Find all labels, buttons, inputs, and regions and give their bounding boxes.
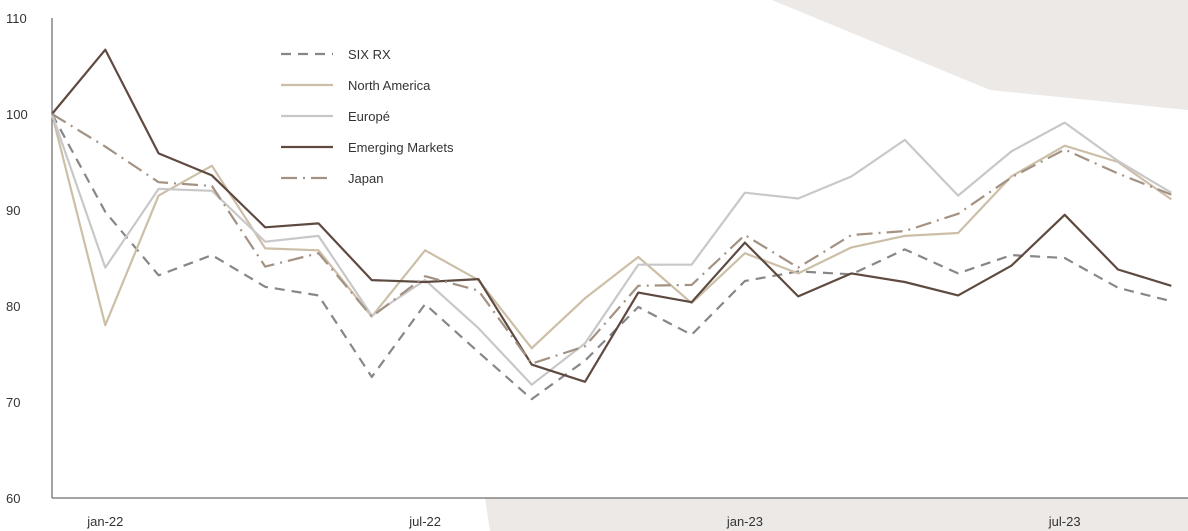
legend-label: North America	[348, 78, 431, 93]
background-shape-top	[772, 0, 1188, 110]
y-tick-label: 70	[6, 395, 20, 410]
series-line-japan	[51, 113, 1172, 365]
y-tick-label: 60	[6, 491, 20, 506]
y-tick-label: 80	[6, 299, 20, 314]
legend-label: Japan	[348, 171, 383, 186]
series-lines	[50, 48, 1172, 401]
legend-label: SIX RX	[348, 47, 391, 62]
y-tick-label: 90	[6, 203, 20, 218]
x-tick-label: jul-23	[1048, 514, 1081, 529]
x-tick-label: jan-23	[726, 514, 763, 529]
y-tick-label: 100	[6, 107, 28, 122]
x-ticks: jan-22 jul-22 jan-23 jul-23	[86, 514, 1080, 529]
x-tick-label: jan-22	[86, 514, 123, 529]
legend-label: Europé	[348, 109, 390, 124]
axes	[51, 18, 1188, 499]
series-line-six-rx	[51, 113, 1172, 401]
x-tick-label: jul-22	[408, 514, 441, 529]
series-line-europ-	[50, 113, 1172, 386]
legend: SIX RX North America Europé Emerging Market…	[281, 47, 454, 186]
series-line-emerging-markets	[51, 48, 1172, 383]
y-ticks: 60 70 80 90 100 110	[6, 11, 28, 506]
legend-label: Emerging Markets	[348, 140, 454, 155]
background-shape-bottom	[485, 498, 1188, 531]
series-line-north-america	[50, 113, 1172, 350]
y-tick-label: 110	[6, 11, 27, 26]
